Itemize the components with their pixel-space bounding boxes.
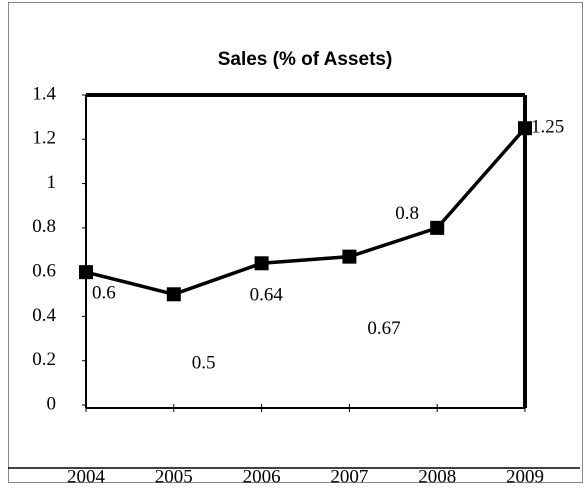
data-label: 0.5 — [192, 353, 216, 374]
data-point — [79, 265, 93, 280]
data-label: 0.64 — [250, 285, 284, 306]
data-point — [342, 249, 357, 264]
y-tick-label: 0 — [47, 393, 57, 414]
y-tick-label: 0.8 — [32, 216, 56, 237]
chart-title: Sales (% of Assets) — [218, 49, 393, 70]
data-label: 0.67 — [367, 318, 400, 339]
y-tick-label: 1 — [47, 172, 57, 193]
x-tick-label: 2007 — [330, 466, 368, 487]
plot-area: 0 0.2 0.4 0.6 0.8 1 1.2 1.4 2004 2005 2006 2007 2008… — [32, 83, 564, 487]
x-tick-label: 2009 — [506, 466, 544, 487]
y-tick-label: 1.4 — [32, 83, 56, 104]
series-line — [85, 127, 527, 297]
y-tick-label: 0.4 — [32, 305, 56, 326]
x-tick-label: 2005 — [155, 466, 193, 487]
x-tick-label: 2008 — [418, 466, 456, 487]
data-point — [518, 121, 532, 136]
y-tick-label: 0.6 — [32, 261, 56, 282]
data-label: 0.6 — [92, 283, 116, 304]
chart-frame — [8, 2, 583, 483]
y-tick-label: 1.2 — [32, 128, 56, 149]
x-tick-label: 2004 — [67, 466, 106, 487]
data-point — [254, 256, 269, 271]
data-label: 1.25 — [531, 117, 564, 138]
y-tick-label: 0.2 — [32, 349, 56, 370]
data-label: 0.8 — [395, 203, 419, 224]
data-point — [166, 287, 181, 302]
x-tick-label: 2006 — [243, 466, 281, 487]
data-point — [430, 220, 445, 235]
